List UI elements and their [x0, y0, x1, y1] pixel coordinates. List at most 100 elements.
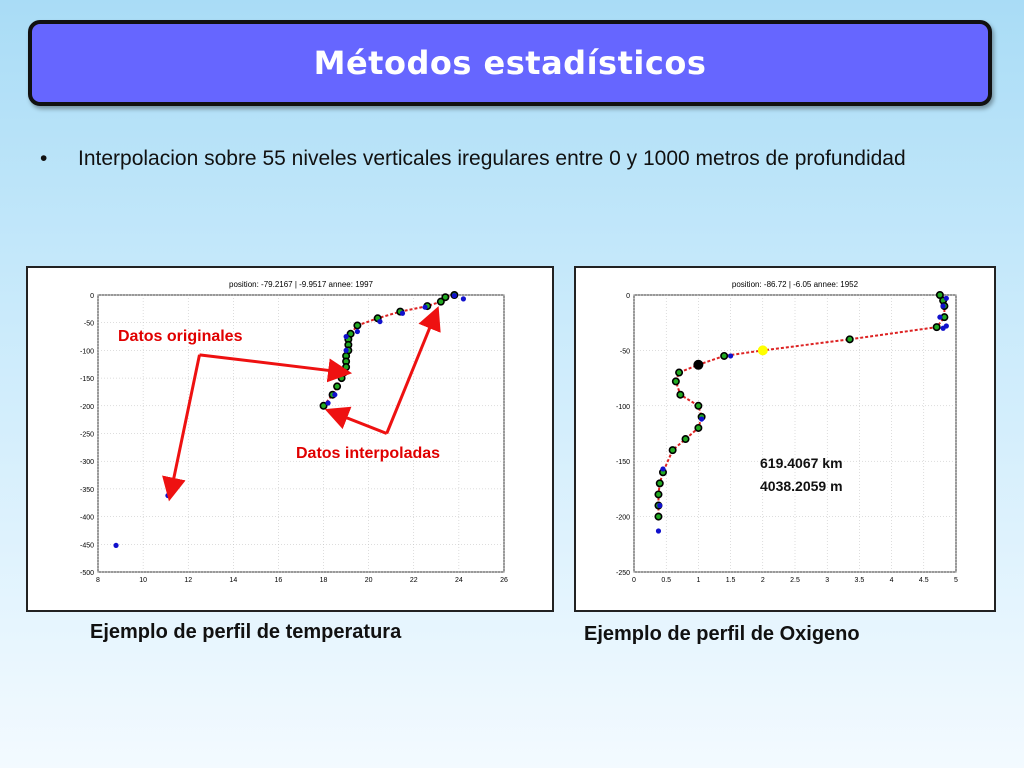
y-tick-label: -150 [616, 459, 630, 466]
y-tick-label: -200 [80, 404, 94, 411]
original-point [325, 400, 331, 406]
interpolated-arrow [324, 406, 388, 435]
y-tick-label: -500 [80, 570, 94, 577]
interpolated-point [671, 377, 680, 386]
oxygen-profile-panel: position: -86.72 | -6.05 annee: 1952 0 0.5… [574, 266, 996, 612]
x-tick-label: 26 [500, 577, 508, 584]
large-point [693, 359, 704, 370]
temperature-caption: Ejemplo de perfil de temperatura [90, 621, 402, 643]
slide-title-box: Métodos estadísticos [28, 20, 992, 106]
y-tick-label: -450 [80, 542, 94, 549]
x-tick-label: 5 [954, 577, 958, 584]
y-tick-label: 0 [626, 293, 630, 300]
chart-title: position: -79.2167 | -9.9517 annee: 1997 [229, 280, 374, 289]
interpolated-data-label: Datos interpoladas [296, 445, 441, 462]
x-tick-label: 2 [761, 577, 765, 584]
original-point [332, 392, 338, 398]
original-point [343, 347, 349, 353]
x-tick-label: 4 [890, 577, 894, 584]
y-tick-label: -100 [80, 348, 94, 355]
y-tick-label: -100 [616, 404, 630, 411]
x-tick-label: 22 [410, 577, 418, 584]
original-point [728, 353, 734, 359]
original-point [460, 296, 466, 302]
original-point [660, 466, 666, 472]
x-tick-label: 14 [229, 577, 237, 584]
oxygen-profile-chart: position: -86.72 | -6.05 annee: 1952 0 0.5… [616, 280, 958, 584]
x-tick-label: 16 [275, 577, 283, 584]
interpolated-point [676, 390, 685, 399]
interpolated-point [654, 512, 663, 521]
interpolated-point [655, 479, 664, 488]
y-tick-label: -150 [80, 376, 94, 383]
interpolated-point [845, 335, 854, 344]
x-tick-label: 4.5 [919, 577, 929, 584]
interpolated-point [337, 374, 346, 383]
y-tick-label: -250 [616, 570, 630, 577]
interpolated-point [932, 323, 941, 332]
interpolated-point [353, 321, 362, 330]
distance-km-label: 619.4067 km [760, 455, 843, 471]
y-tick-label: -400 [80, 515, 94, 522]
y-tick-label: -50 [84, 321, 94, 328]
x-tick-label: 18 [320, 577, 328, 584]
x-tick-label: 10 [139, 577, 147, 584]
interpolated-point [436, 297, 445, 306]
y-tick-label: -350 [80, 487, 94, 494]
original-point [940, 325, 946, 331]
y-tick-label: -50 [620, 348, 630, 355]
x-tick-label: 3 [825, 577, 829, 584]
interpolated-arrow [385, 306, 441, 435]
y-tick-label: -300 [80, 459, 94, 466]
original-point [657, 502, 663, 509]
oxygen-caption: Ejemplo de perfil de Oxigeno [584, 623, 860, 645]
x-tick-label: 3.5 [855, 577, 865, 584]
x-tick-label: 24 [455, 577, 463, 584]
interpolated-point [668, 446, 677, 455]
original-point [422, 304, 428, 310]
original-point [943, 295, 949, 301]
bullet-text: Interpolacion sobre 55 niveles verticale… [78, 147, 906, 170]
interpolated-point [694, 401, 703, 410]
y-tick-label: -250 [80, 432, 94, 439]
original-arrow [162, 354, 201, 502]
x-tick-label: 0 [632, 577, 636, 584]
temperature-profile-panel: position: -79.2167 | -9.9517 annee: 1997… [26, 266, 554, 612]
original-data-label: Datos originales [118, 328, 243, 345]
interpolated-point [441, 293, 450, 302]
interpolated-point [694, 423, 703, 432]
original-point [451, 292, 457, 299]
original-arrow [199, 353, 353, 383]
x-tick-label: 20 [365, 577, 373, 584]
interpolated-point [333, 382, 342, 391]
x-tick-label: 1 [696, 577, 700, 584]
distance-m-label: 4038.2059 m [760, 478, 843, 494]
bullet-point: • Interpolacion sobre 55 niveles vertica… [40, 144, 980, 174]
y-tick-label: -200 [616, 515, 630, 522]
interpolated-point [720, 351, 729, 360]
x-tick-label: 2.5 [790, 577, 800, 584]
x-tick-label: 12 [184, 577, 192, 584]
bullet-symbol: • [40, 147, 48, 170]
slide-title: Métodos estadísticos [313, 44, 707, 82]
original-point [343, 333, 349, 340]
original-point [399, 310, 406, 316]
chart-title: position: -86.72 | -6.05 annee: 1952 [732, 280, 859, 289]
interpolated-point [654, 490, 663, 499]
interpolated-point [681, 435, 690, 444]
highlight-point [757, 345, 768, 356]
original-point [937, 314, 943, 320]
original-point [377, 318, 383, 325]
original-point [354, 328, 360, 335]
original-point [113, 542, 119, 549]
x-tick-label: 8 [96, 577, 100, 584]
original-point [699, 416, 705, 422]
original-point [655, 528, 662, 534]
original-point [940, 303, 946, 309]
temperature-profile-chart: position: -79.2167 | -9.9517 annee: 1997… [80, 280, 508, 584]
y-tick-label: 0 [90, 293, 94, 300]
plot-area [97, 294, 505, 573]
x-tick-label: 1.5 [726, 577, 736, 584]
x-tick-label: 0.5 [661, 577, 671, 584]
interpolated-point [675, 368, 684, 377]
